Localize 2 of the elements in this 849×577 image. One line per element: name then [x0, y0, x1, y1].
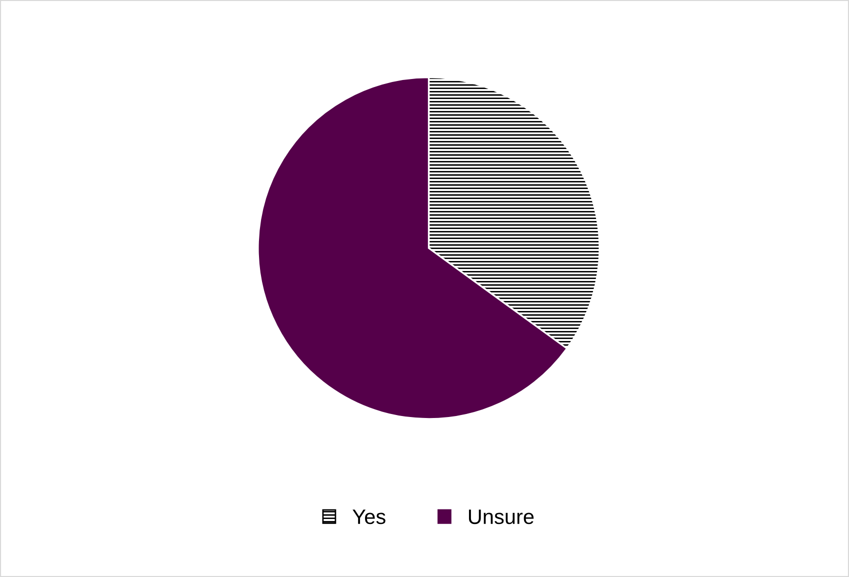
legend-label: Unsure [468, 510, 534, 524]
legend-label: Yes [352, 510, 386, 524]
